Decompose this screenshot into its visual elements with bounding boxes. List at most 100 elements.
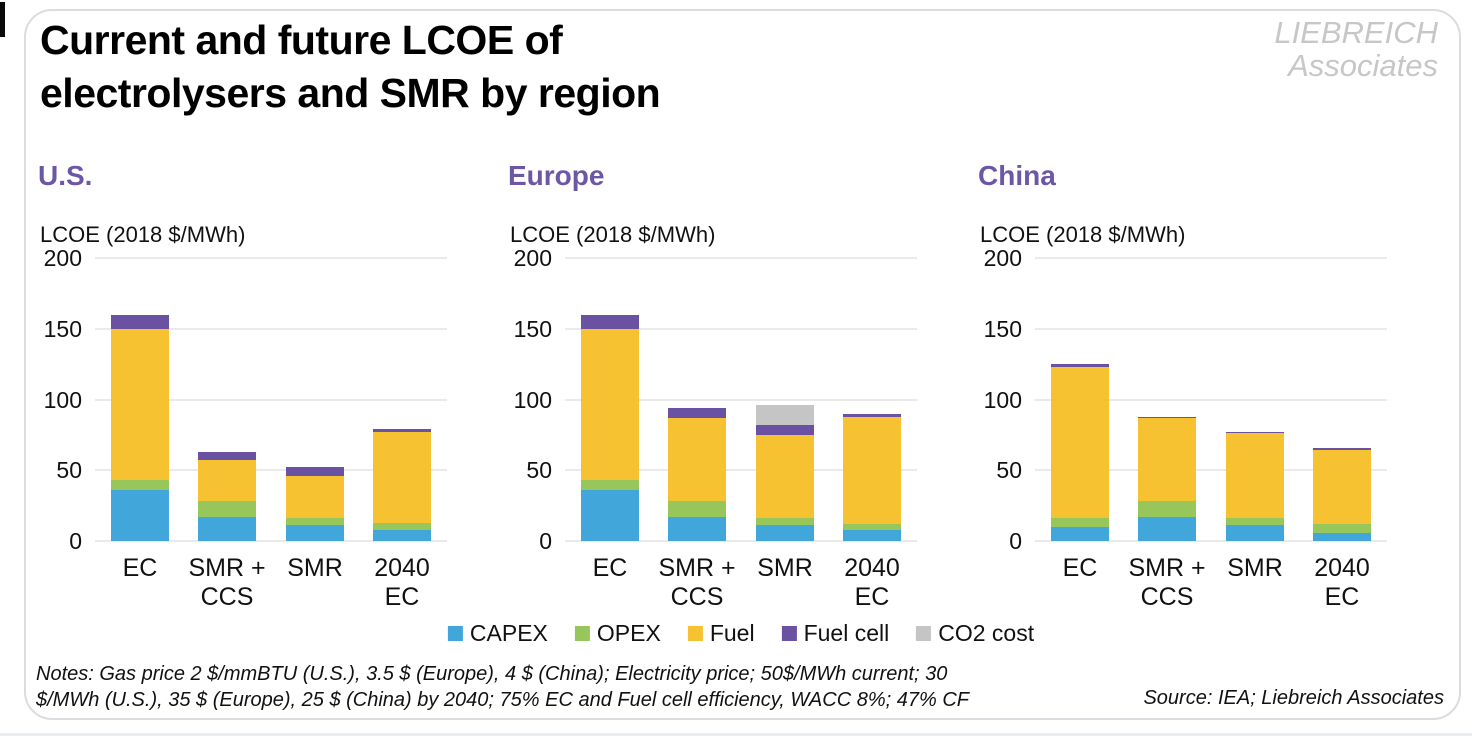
segment-capex	[111, 490, 169, 541]
segment-capex	[581, 490, 639, 541]
legend-item-capex: CAPEX	[447, 620, 548, 647]
segment-fuel	[1051, 366, 1109, 519]
stacked-bar-smr	[286, 467, 344, 541]
x-category-label: EC	[592, 554, 628, 582]
y-tick-label: 0	[69, 528, 82, 554]
x-category-label: SMR + CCS	[1128, 554, 1206, 611]
legend: CAPEX OPEX Fuel Fuel cell CO2 cost	[447, 620, 1034, 647]
x-category-label: SMR	[1227, 554, 1283, 582]
y-tick-label: 200	[983, 245, 1022, 271]
x-category-label: 2040 EC	[1314, 554, 1370, 611]
stacked-bar-ec	[1051, 364, 1109, 541]
stacked-bar-smr-ccs	[668, 408, 726, 541]
segment-fuel-cell	[1226, 432, 1284, 434]
segment-fuel	[111, 328, 169, 481]
page-title-line1: Current and future LCOE of	[40, 17, 563, 63]
region-title-europe: Europe	[508, 160, 605, 191]
legend-item-fuel-cell: Fuel cell	[781, 620, 890, 647]
gridline	[1035, 540, 1387, 542]
segment-fuel-cell	[843, 413, 901, 417]
x-category-label: 2040 EC	[844, 554, 900, 611]
segment-opex	[581, 480, 639, 491]
plot-area	[95, 257, 447, 542]
screen-edge-mark	[0, 2, 5, 37]
segment-fuel	[198, 460, 256, 502]
legend-item-fuel: Fuel	[687, 620, 755, 647]
stacked-bar-smr-ccs	[198, 451, 256, 541]
segment-capex	[1313, 532, 1371, 541]
segment-fuel-cell	[756, 425, 814, 435]
segment-opex	[373, 522, 431, 530]
y-tick-label: 200	[43, 245, 82, 271]
gridline	[95, 540, 447, 542]
gridline	[565, 398, 917, 401]
legend-swatch-capex	[447, 626, 463, 641]
segment-capex	[756, 525, 814, 541]
chart-us: U.S. LCOE (2018 $/MWh) 200 150 100 50 0 EC SMR…	[30, 160, 466, 622]
segment-fuel-cell	[111, 314, 169, 329]
slide-card	[24, 9, 1461, 720]
legend-label: CO2 cost	[938, 620, 1035, 646]
segment-fuel-cell	[1051, 364, 1109, 367]
logo-line1: LIEBREICH	[1274, 15, 1438, 50]
y-axis-title: LCOE (2018 $/MWh)	[40, 222, 246, 247]
legend-label: Fuel	[709, 620, 755, 646]
segment-fuel	[373, 432, 431, 523]
chart-europe: Europe LCOE (2018 $/MWh) 200 150 100 50 0 EC S…	[500, 160, 936, 622]
segment-capex	[668, 516, 726, 541]
segment-opex	[1226, 518, 1284, 526]
x-category-label: SMR + CCS	[188, 554, 266, 611]
stacked-bar-2040-ec	[373, 429, 431, 541]
footnotes-line1: Notes: Gas price 2 $/mmBTU (U.S.), 3.5 $…	[36, 663, 948, 685]
segment-fuel-cell	[581, 314, 639, 329]
segment-opex	[1051, 518, 1109, 527]
gridline	[95, 469, 447, 472]
legend-item-co2-cost: CO2 cost	[916, 620, 1034, 647]
gridline	[1035, 469, 1387, 472]
segment-opex	[668, 501, 726, 517]
segment-fuel-cell	[1313, 447, 1371, 451]
segment-opex	[756, 518, 814, 526]
bottom-divider	[0, 733, 1472, 736]
stacked-bar-smr-ccs	[1138, 416, 1196, 541]
segment-fuel-cell	[668, 408, 726, 418]
x-category-label: SMR	[757, 554, 813, 582]
x-category-label: SMR	[287, 554, 343, 582]
legend-item-opex: OPEX	[574, 620, 661, 647]
stacked-bar-2040-ec	[843, 413, 901, 541]
segment-fuel	[286, 475, 344, 519]
stacked-bar-ec	[581, 314, 639, 541]
legend-label: Fuel cell	[803, 620, 890, 646]
x-category-label: SMR + CCS	[658, 554, 736, 611]
chart-china: China LCOE (2018 $/MWh) 200 150 100 50 0 EC SM…	[970, 160, 1406, 622]
legend-swatch-fuel-cell	[781, 626, 797, 641]
segment-co2-cost	[756, 405, 814, 425]
segment-fuel-cell	[373, 429, 431, 433]
gridline	[1035, 398, 1387, 401]
source-credit: Source: IEA; Liebreich Associates	[1143, 687, 1444, 709]
gridline	[95, 327, 447, 330]
segment-fuel	[1138, 417, 1196, 502]
segment-fuel	[1313, 450, 1371, 525]
liebreich-associates-logo: LIEBREICH Associates	[1274, 16, 1438, 82]
segment-capex	[1051, 526, 1109, 541]
segment-opex	[198, 501, 256, 517]
segment-capex	[1226, 525, 1284, 541]
y-tick-label: 200	[513, 245, 552, 271]
segment-capex	[286, 525, 344, 541]
legend-swatch-fuel	[687, 626, 703, 641]
y-tick-label: 50	[996, 457, 1022, 484]
y-axis-title: LCOE (2018 $/MWh)	[980, 222, 1186, 247]
segment-opex	[286, 518, 344, 526]
segment-opex	[1313, 524, 1371, 533]
segment-fuel-cell	[286, 467, 344, 476]
segment-fuel	[1226, 433, 1284, 519]
segment-fuel-cell	[198, 451, 256, 461]
y-tick-label: 100	[43, 386, 82, 413]
y-tick-label: 150	[43, 315, 82, 342]
y-tick-label: 100	[983, 386, 1022, 413]
segment-opex	[1138, 501, 1196, 517]
page-title: Current and future LCOE of electrolysers…	[40, 14, 661, 120]
x-category-label: EC	[122, 554, 158, 582]
stacked-bar-2040-ec	[1313, 447, 1371, 541]
